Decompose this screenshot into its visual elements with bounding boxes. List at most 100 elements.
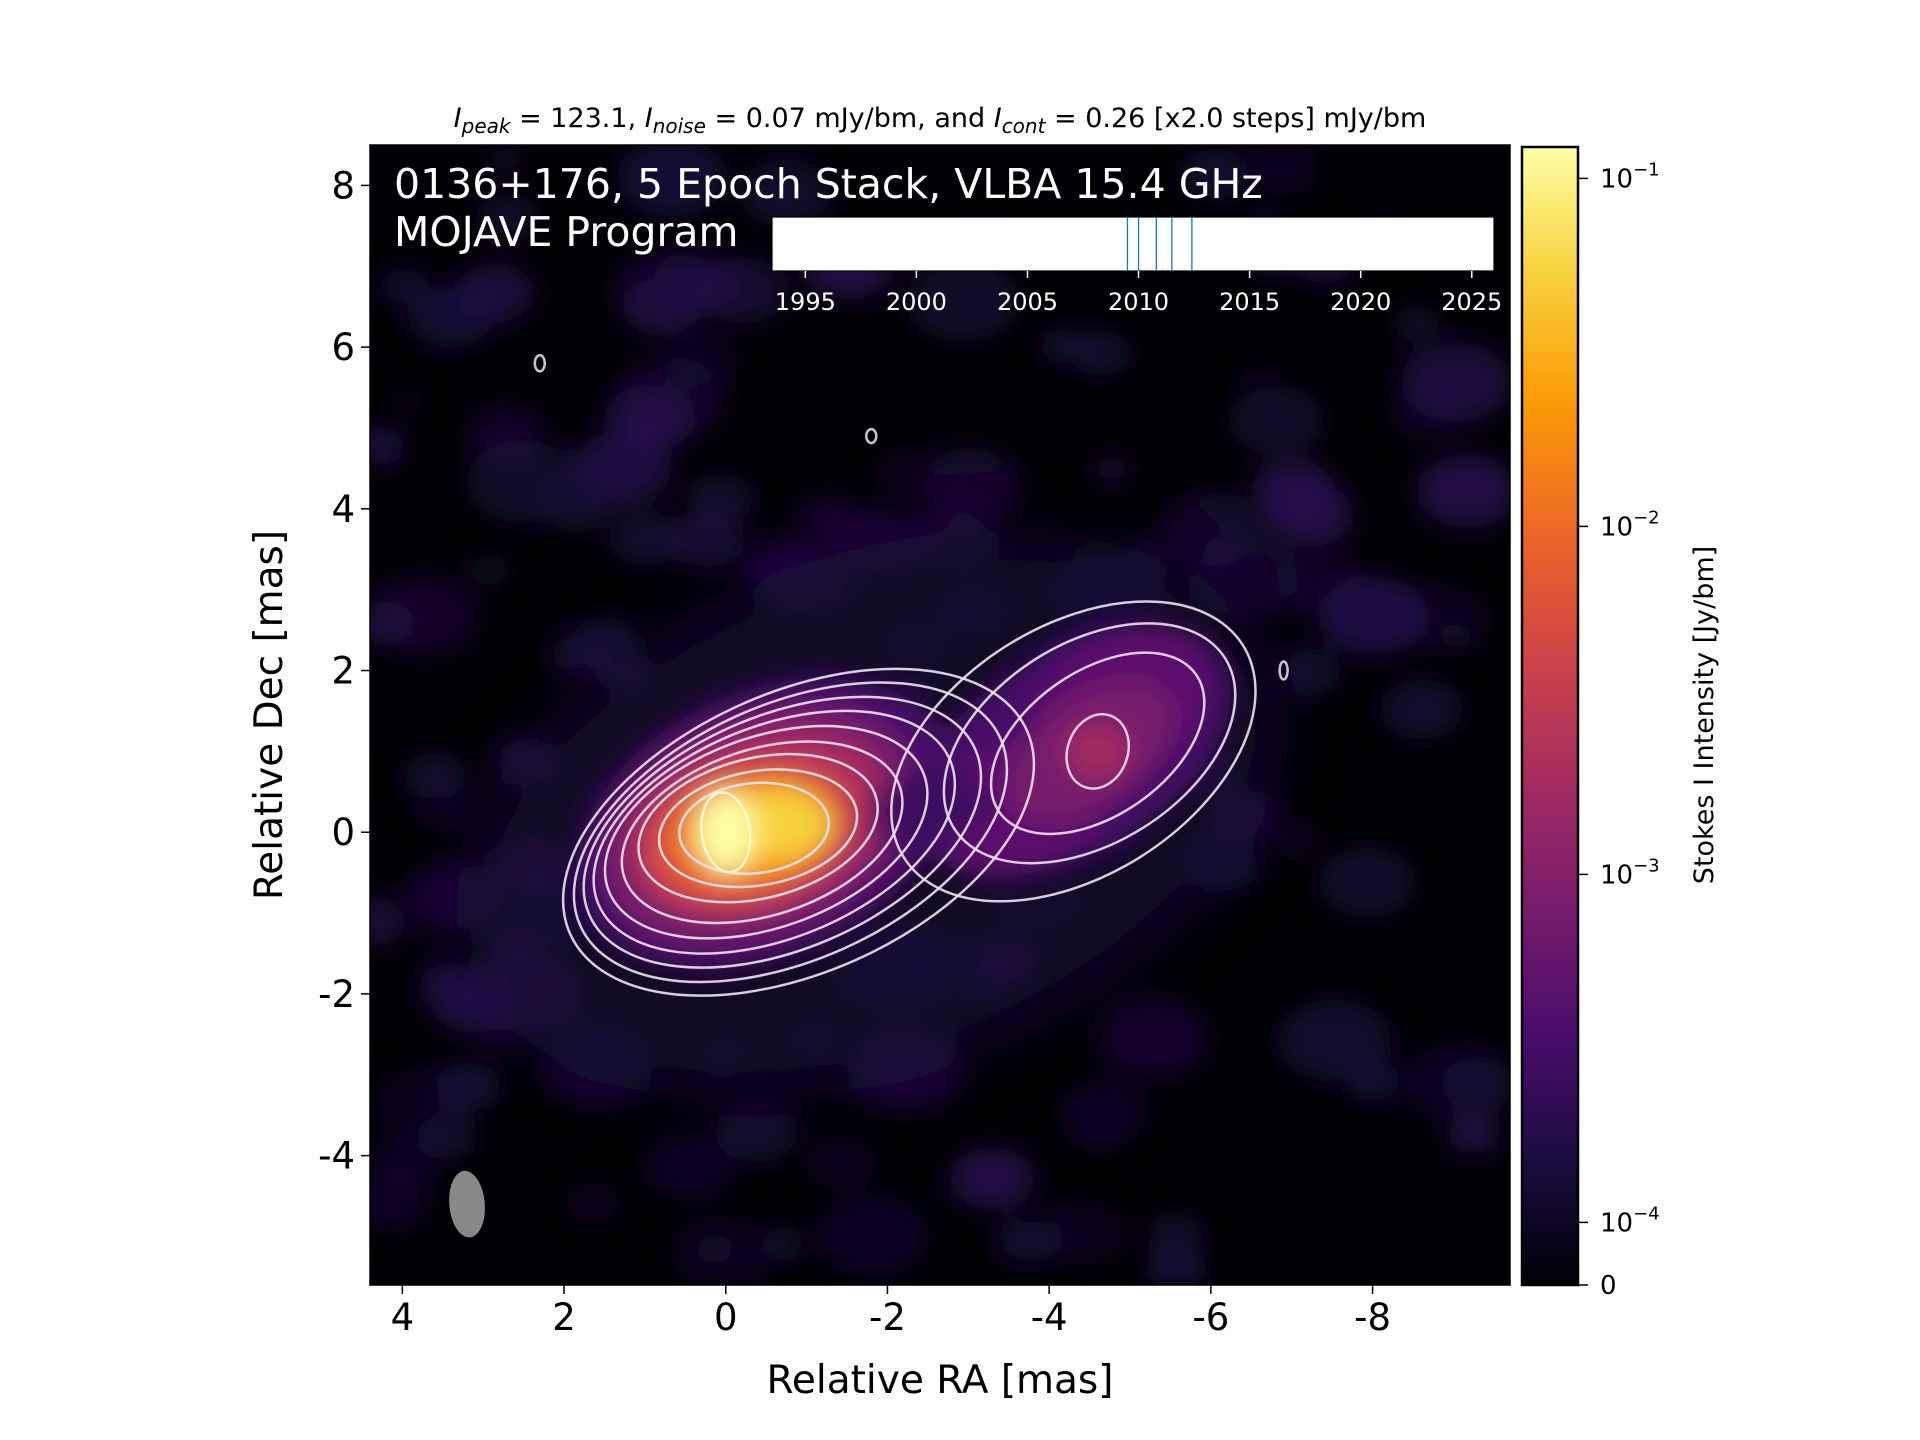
- noise-blob: [1416, 454, 1510, 528]
- noise-blob: [1318, 576, 1429, 656]
- noise-blob: [1098, 998, 1209, 1078]
- inset-tick-label: 2000: [886, 288, 947, 316]
- caption-part: cont: [1002, 114, 1047, 138]
- noise-blob: [564, 1182, 622, 1224]
- tick-exponent: −4: [1633, 1203, 1660, 1224]
- x-tick-label: 2: [552, 1296, 576, 1339]
- colorbar-tick-label: 0: [1600, 1271, 1617, 1301]
- noise-blob: [1201, 539, 1240, 566]
- noise-blob: [697, 257, 791, 324]
- x-tick-label: 4: [391, 1296, 415, 1339]
- colorbar-tick-label: 10−1: [1600, 159, 1660, 194]
- tick-base: 0: [1600, 1271, 1617, 1301]
- contour: [592, 709, 957, 955]
- tick-exponent: −2: [1633, 507, 1660, 528]
- intensity-caption: Ipeak = 123.1, Inoise = 0.07 mJy/bm, and…: [454, 103, 1427, 138]
- noise-blob: [1402, 1043, 1510, 1122]
- noise-blob: [871, 450, 931, 493]
- contour: [1278, 660, 1289, 681]
- noise-blob: [1317, 846, 1417, 918]
- inset-tick-label: 2015: [1219, 288, 1280, 316]
- noise-blob: [642, 1133, 737, 1201]
- contour: [678, 781, 831, 875]
- colorbar-tick-label: 10−4: [1600, 1203, 1660, 1238]
- noise-blob: [370, 896, 407, 946]
- noise-blob: [1057, 1080, 1149, 1145]
- noise-blob: [905, 259, 1021, 342]
- inset-tick-label: 2010: [1108, 288, 1169, 316]
- noise-blob: [442, 278, 517, 332]
- contour: [989, 651, 1206, 836]
- beam-ellipse: [449, 1170, 485, 1238]
- emission-blob: [1065, 723, 1130, 780]
- colorbar-tick-label: 10−3: [1600, 855, 1660, 890]
- noise-blob: [473, 194, 541, 243]
- noise-blob: [370, 1169, 431, 1230]
- tick-base: 10: [1600, 512, 1633, 542]
- caption-part: I: [645, 103, 653, 134]
- noise-blob: [1399, 342, 1510, 423]
- noise-blob: [1228, 386, 1325, 456]
- noise-blob: [603, 385, 696, 452]
- y-axis-label: Relative Dec [mas]: [247, 530, 292, 900]
- image-panel: [370, 145, 1510, 1285]
- noise-blob: [1265, 483, 1355, 547]
- inset-tick-label: 2025: [1441, 288, 1502, 316]
- x-axis-label: Relative RA [mas]: [767, 1358, 1114, 1403]
- colorbar-label: Stokes I Intensity [Jy/bm]: [1689, 546, 1720, 884]
- noise-blob: [1146, 1212, 1204, 1253]
- contour: [572, 681, 1009, 984]
- noise-blob: [759, 1227, 807, 1261]
- caption-part: = 0.07 mJy/bm, and: [706, 103, 994, 134]
- y-tick-label: 2: [331, 650, 355, 693]
- emission-blob: [732, 789, 833, 860]
- x-tick-label: 0: [714, 1296, 738, 1339]
- noise-blob: [379, 268, 429, 304]
- noise-blob: [613, 251, 723, 330]
- noise-blob: [662, 331, 740, 387]
- noise-blob: [1144, 1243, 1208, 1285]
- contour: [582, 695, 983, 969]
- noise-blob: [1392, 306, 1441, 341]
- inset-box: [771, 216, 1495, 272]
- tick-base: 10: [1600, 1208, 1633, 1238]
- contour: [657, 768, 859, 889]
- noise-blob: [1093, 455, 1131, 482]
- noise-blob: [1245, 145, 1321, 196]
- colorbar-tick-label: 10−2: [1600, 507, 1660, 542]
- noise-blob: [1038, 328, 1087, 363]
- noise-blob: [916, 447, 1022, 523]
- y-tick-label: 4: [331, 488, 355, 531]
- caption-part: = 123.1,: [510, 103, 644, 134]
- noise-blob: [816, 1195, 930, 1277]
- plot-title: 0136+176, 5 Epoch Stack, VLBA 15.4 GHz: [394, 160, 1263, 208]
- noise-blob: [487, 146, 524, 173]
- contour: [1065, 712, 1130, 790]
- caption-part: = 0.26 [x2.0 steps] mJy/bm: [1045, 103, 1426, 134]
- contour: [620, 740, 904, 925]
- tick-exponent: −1: [1633, 159, 1660, 180]
- y-tick-label: -4: [318, 1135, 355, 1178]
- contour: [533, 354, 547, 373]
- y-axis: 8 6 4 2 0 -2 -4: [318, 164, 370, 1178]
- colorbar-ticks: 10−110−210−310−40: [1578, 159, 1660, 1301]
- contour: [603, 724, 929, 940]
- noise-blob: [798, 495, 855, 536]
- emission-blob: [695, 790, 756, 875]
- noise-blob: [1078, 1127, 1115, 1154]
- noise-blob: [1438, 622, 1477, 650]
- y-tick-label: 0: [331, 811, 355, 854]
- noise-blob: [465, 440, 582, 524]
- noise-blob: [694, 1234, 736, 1264]
- noise-blob: [571, 617, 638, 665]
- contour: [890, 600, 1257, 903]
- noise-blob: [668, 512, 745, 568]
- contour: [561, 667, 1036, 997]
- program-label: MOJAVE Program: [394, 208, 738, 256]
- contour: [865, 427, 878, 445]
- noise-blob: [370, 576, 478, 656]
- epoch-timeline-inset: 1995 2000 2005 2010 2015 2020 2025: [771, 216, 1502, 316]
- x-tick-label: -6: [1192, 1296, 1229, 1339]
- noise-blob: [948, 1147, 1036, 1210]
